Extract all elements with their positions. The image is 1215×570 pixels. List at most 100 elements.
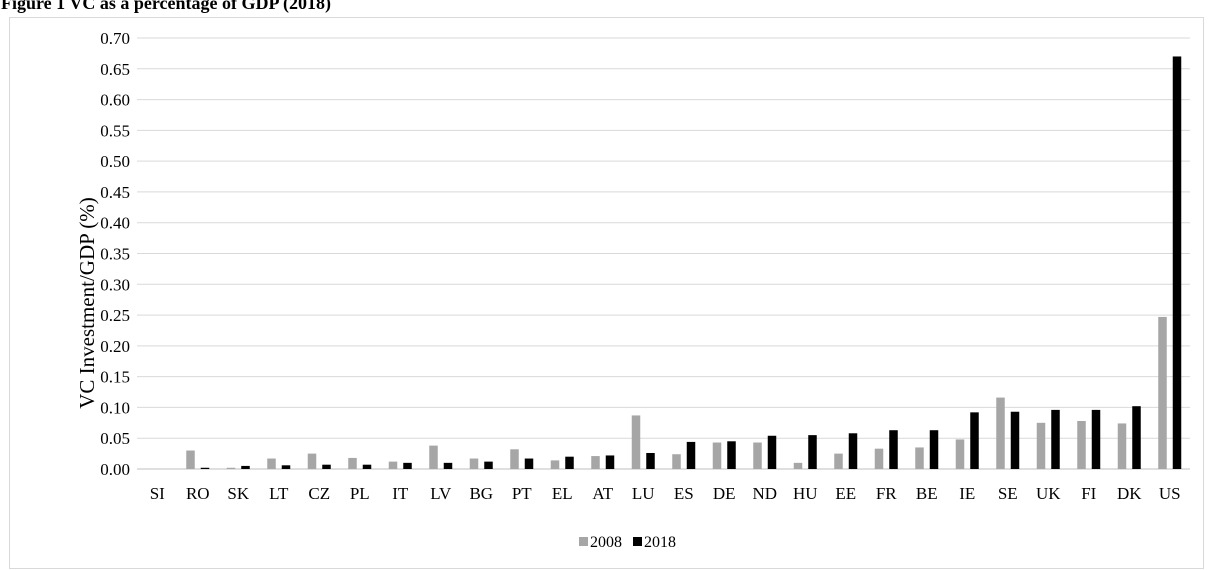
bar-2018-ES (686, 441, 696, 469)
bar-2018-LT (281, 465, 291, 469)
bar-2008-PL (348, 457, 357, 469)
bar-2008-UK (1036, 422, 1046, 469)
y-tick-label: 0.65 (100, 60, 130, 79)
legend-label-2018: 2018 (644, 534, 676, 551)
bar-2018-ND (767, 435, 777, 469)
x-tick-label: SK (227, 484, 249, 503)
bar-2008-LT (267, 458, 276, 469)
bar-2008-BG (469, 458, 479, 469)
y-tick-label: 0.70 (100, 29, 130, 48)
bar-2008-RO (186, 450, 195, 469)
bar-2018-LU (646, 452, 655, 469)
x-tick-label: BE (916, 484, 938, 503)
bar-2018-UK (1051, 409, 1060, 469)
y-axis-label: VC Investment/GDP (%) (75, 197, 99, 409)
x-tick-label: PT (512, 484, 532, 503)
x-tick-label: PL (350, 484, 370, 503)
x-tick-label: SI (150, 484, 165, 503)
legend: 2008 2018 (579, 534, 676, 551)
x-tick-label: RO (186, 484, 210, 503)
x-tick-label: FR (876, 484, 897, 503)
bar-2008-ES (672, 454, 681, 469)
x-tick-label: ND (752, 484, 777, 503)
y-tick-label: 0.05 (100, 429, 130, 448)
y-tick-label: 0.20 (100, 337, 130, 356)
bar-2008-US (1158, 316, 1167, 469)
bar-2008-FI (1077, 420, 1086, 469)
bar-2008-DK (1117, 423, 1127, 469)
bar-2018-PL (362, 464, 372, 469)
legend-swatch-2008 (579, 537, 588, 546)
bar-2018-US (1172, 56, 1182, 469)
x-tick-label: IE (959, 484, 975, 503)
chart-frame (9, 17, 1204, 569)
x-tick-label: AT (592, 484, 613, 503)
bar-2018-FI (1091, 409, 1101, 469)
bar-2018-SE (1010, 411, 1020, 469)
bar-2008-BE (915, 447, 924, 469)
bars (186, 56, 1182, 469)
x-tick-label: DK (1117, 484, 1142, 503)
bar-2018-EL (565, 456, 574, 469)
bar-2018-IT (403, 462, 412, 469)
bar-2008-HU (793, 462, 803, 469)
y-tick-labels: 0.00 0.05 0.10 0.15 0.20 0.25 0.30 0.35 0.40 0.45… (100, 29, 130, 479)
chart-title: Figure 1 VC as a percentage of GDP (2018… (1, 0, 331, 13)
bar-2018-DE (727, 441, 736, 469)
bar-2018-IE (970, 412, 979, 469)
bar-2008-LV (429, 445, 438, 469)
y-tick-label: 0.55 (100, 121, 130, 140)
gridlines (137, 37, 1190, 470)
bar-2008-EL (550, 460, 560, 469)
x-tick-labels: SI RO SK LT CZ PL IT LV BG PT EL AT LU ES DE ND HU EE FR BE… (150, 484, 1181, 503)
y-tick-label: 0.15 (100, 368, 130, 387)
bar-2008-FR (874, 448, 884, 469)
bar-2008-CZ (307, 453, 317, 469)
bar-2008-DE (712, 442, 722, 469)
bar-2008-LU (631, 415, 641, 469)
y-tick-label: 0.00 (100, 460, 130, 479)
y-tick-label: 0.45 (100, 183, 130, 202)
bar-2018-BE (929, 430, 939, 469)
x-tick-label: CZ (308, 484, 330, 503)
bar-2008-AT (591, 456, 600, 469)
legend-label-2008: 2008 (590, 534, 622, 551)
bar-2008-SK (226, 467, 236, 469)
x-tick-label: ES (674, 484, 694, 503)
bar-2018-BG (484, 461, 493, 469)
x-tick-label: DE (713, 484, 736, 503)
x-tick-label: FI (1081, 484, 1096, 503)
y-tick-label: 0.60 (100, 91, 130, 110)
x-tick-label: LT (269, 484, 289, 503)
x-tick-label: HU (793, 484, 818, 503)
bar-2018-AT (605, 455, 615, 469)
x-tick-label: EL (552, 484, 573, 503)
bar-2018-PT (524, 458, 534, 469)
x-tick-label: US (1159, 484, 1181, 503)
bar-2018-RO (200, 467, 210, 469)
x-tick-label: EE (835, 484, 856, 503)
bar-2008-IE (955, 439, 965, 469)
x-tick-label: LV (430, 484, 452, 503)
y-tick-label: 0.40 (100, 214, 130, 233)
bar-2008-PT (510, 449, 519, 469)
bar-2008-EE (834, 453, 843, 469)
y-tick-label: 0.10 (100, 398, 130, 417)
x-tick-label: UK (1036, 484, 1061, 503)
y-tick-label: 0.50 (100, 152, 130, 171)
bar-2018-FR (889, 430, 898, 469)
x-tick-label: IT (392, 484, 409, 503)
bar-2018-CZ (322, 464, 331, 469)
bar-2018-SK (241, 465, 250, 469)
y-tick-label: 0.30 (100, 275, 130, 294)
bar-2018-EE (848, 433, 858, 469)
y-tick-label: 0.35 (100, 245, 130, 264)
legend-swatch-2018 (633, 537, 642, 546)
x-tick-label: LU (632, 484, 655, 503)
bar-2008-SE (996, 397, 1005, 469)
bar-2018-HU (808, 435, 817, 469)
y-tick-label: 0.25 (100, 306, 130, 325)
bar-2008-ND (753, 442, 762, 469)
bar-2018-DK (1132, 406, 1141, 469)
